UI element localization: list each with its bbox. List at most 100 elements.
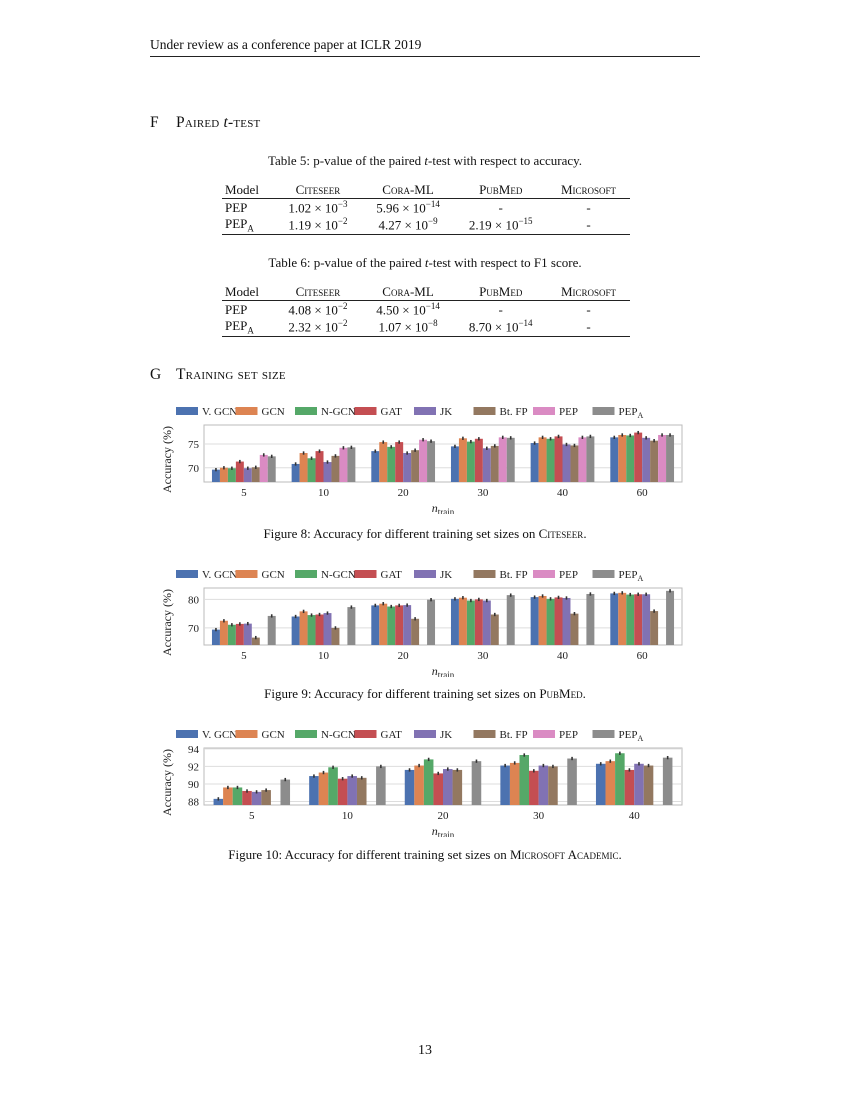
legend-swatch (235, 407, 258, 415)
table-header-cell: Cora-ML (361, 283, 455, 301)
model-name-cell: PEP (225, 301, 248, 317)
legend-label: PEPA (619, 406, 644, 420)
bar (490, 445, 499, 482)
legend-label: PEP (559, 406, 578, 418)
legend-swatch (473, 730, 496, 738)
bar (223, 787, 233, 805)
p-value-cell: 8.70 × 10−14 (454, 318, 548, 337)
legend-label: PEPA (619, 569, 644, 583)
x-tick-label: 10 (318, 487, 330, 499)
bar (387, 446, 396, 482)
table-row: PEP 4.08 × 10−2 4.50 × 10−14 - - (222, 301, 630, 319)
bar (356, 777, 367, 805)
bar (458, 438, 467, 482)
plot-frame (203, 424, 683, 483)
p-value-cell: 1.19 × 10−2 (274, 216, 362, 235)
bar (474, 599, 483, 645)
bar (618, 434, 627, 482)
legend-swatch (235, 570, 258, 578)
legend-label: PEP (559, 729, 578, 741)
bar (562, 597, 571, 645)
bar (530, 443, 539, 482)
bar (666, 590, 675, 645)
p-value-cell: 2.32 × 10−2 (274, 318, 362, 337)
figure9-caption: Figure 9: Accuracy for different trainin… (0, 686, 850, 702)
bar (546, 598, 555, 645)
bar (490, 614, 499, 645)
p-value-cell: 2.19 × 10−15 (454, 216, 548, 235)
bar (299, 611, 308, 645)
figure10-caption-c: . (618, 847, 622, 862)
legend-label: PEP (559, 569, 578, 581)
table5-caption: Table 5: p-value of the paired t-test wi… (0, 153, 850, 169)
y-tick-label: 92 (188, 761, 199, 773)
bar (411, 618, 420, 645)
bar (610, 437, 619, 482)
section-g-number: G (150, 366, 162, 383)
plot-frame (203, 587, 683, 646)
table-header-cell: Citeseer (274, 283, 362, 301)
bar (450, 598, 459, 645)
x-tick-label: 20 (398, 650, 410, 662)
bar (538, 437, 547, 482)
legend-swatch (176, 407, 198, 415)
bar (538, 765, 549, 805)
bar (318, 772, 329, 805)
bar (570, 445, 579, 482)
x-tick-label: 20 (398, 487, 410, 499)
bar (466, 600, 475, 645)
table-row: PEPA 2.32 × 10−2 1.07 × 10−8 8.70 × 10−14- (222, 318, 630, 337)
bar (538, 595, 547, 645)
x-tick-label: 10 (318, 650, 330, 662)
legend-swatch (592, 570, 615, 578)
legend-label: V. GCN (202, 729, 237, 741)
bar (315, 614, 324, 645)
bar (474, 438, 483, 482)
legend-swatch (414, 570, 436, 578)
table-header-cell: PubMed (454, 283, 548, 301)
figure9-svg: V. GCN GCN N-GCN GAT JK Bt. FP PEP PEPA 70 80 Accu… (160, 569, 683, 677)
table-header-cell: Microsoft (547, 283, 630, 301)
bar (307, 458, 316, 482)
model-name-cell: PEPA (222, 318, 275, 337)
legend-swatch (354, 407, 377, 415)
bar (546, 438, 555, 482)
x-tick-label: 20 (438, 810, 450, 822)
x-tick-label: 60 (637, 487, 649, 499)
bar (427, 441, 436, 482)
legend-swatch (354, 570, 377, 578)
bar (251, 637, 260, 645)
section-f-heading: F Paired t-test (150, 114, 260, 132)
figure10-chart: V. GCN GCN N-GCN GAT JK Bt. FP PEP PEPA 88 90 92 94… (158, 725, 688, 837)
legend-label: Bt. FP (500, 569, 528, 581)
figure9-caption-c: . (582, 686, 586, 701)
x-axis-label: ntrain (432, 824, 455, 837)
p-value-cell: - (498, 199, 503, 215)
p-value-cell: - (586, 199, 591, 215)
figure9-chart: V. GCN GCN N-GCN GAT JK Bt. FP PEP PEPA 70 80 Accu… (158, 565, 688, 677)
bar (387, 606, 396, 645)
bar (414, 765, 424, 805)
table-header-cell: Microsoft (547, 181, 630, 199)
legend-label: JK (440, 729, 452, 741)
legend-swatch (473, 407, 496, 415)
bar (666, 434, 675, 482)
x-axis-label: ntrain (432, 664, 455, 677)
x-tick-label: 5 (241, 650, 247, 662)
x-tick-label: 30 (477, 650, 489, 662)
bar (299, 453, 308, 482)
section-f-title-t: t (223, 114, 229, 131)
bar (261, 790, 271, 805)
bar (395, 605, 404, 645)
bar (251, 467, 260, 482)
figure8-chart: V. GCN GCN N-GCN GAT JK Bt. FP PEP PEPA 70 75 Accu… (158, 402, 688, 514)
legend-swatch (533, 570, 555, 578)
legend-label: GCN (262, 406, 285, 418)
table-header-cell: Citeseer (274, 181, 362, 199)
y-tick-label: 70 (188, 463, 200, 475)
p-value-cell: 4.50 × 10−14 (376, 301, 440, 318)
bar (243, 623, 252, 645)
bar (650, 440, 659, 482)
bar (280, 779, 291, 805)
p-value-cell: 1.07 × 10−8 (361, 318, 455, 337)
